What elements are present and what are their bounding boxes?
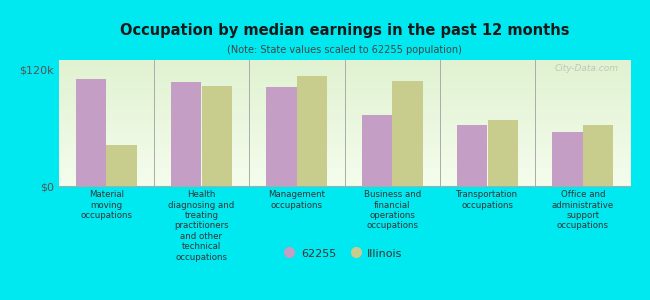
Bar xyxy=(202,86,232,186)
Bar xyxy=(488,120,518,186)
Bar xyxy=(361,115,392,186)
Bar xyxy=(583,125,614,186)
Text: (Note: State values scaled to 62255 population): (Note: State values scaled to 62255 popu… xyxy=(227,45,462,55)
Bar xyxy=(552,132,583,186)
Bar xyxy=(457,125,488,186)
Title: Occupation by median earnings in the past 12 months: Occupation by median earnings in the pas… xyxy=(120,23,569,38)
Bar xyxy=(106,145,136,186)
Bar xyxy=(297,76,328,186)
Bar xyxy=(75,80,106,186)
Legend: 62255, Illinois: 62255, Illinois xyxy=(287,248,402,259)
Bar xyxy=(171,82,202,186)
Bar xyxy=(392,81,422,186)
Text: City-Data.com: City-Data.com xyxy=(555,64,619,73)
Bar xyxy=(266,87,297,186)
